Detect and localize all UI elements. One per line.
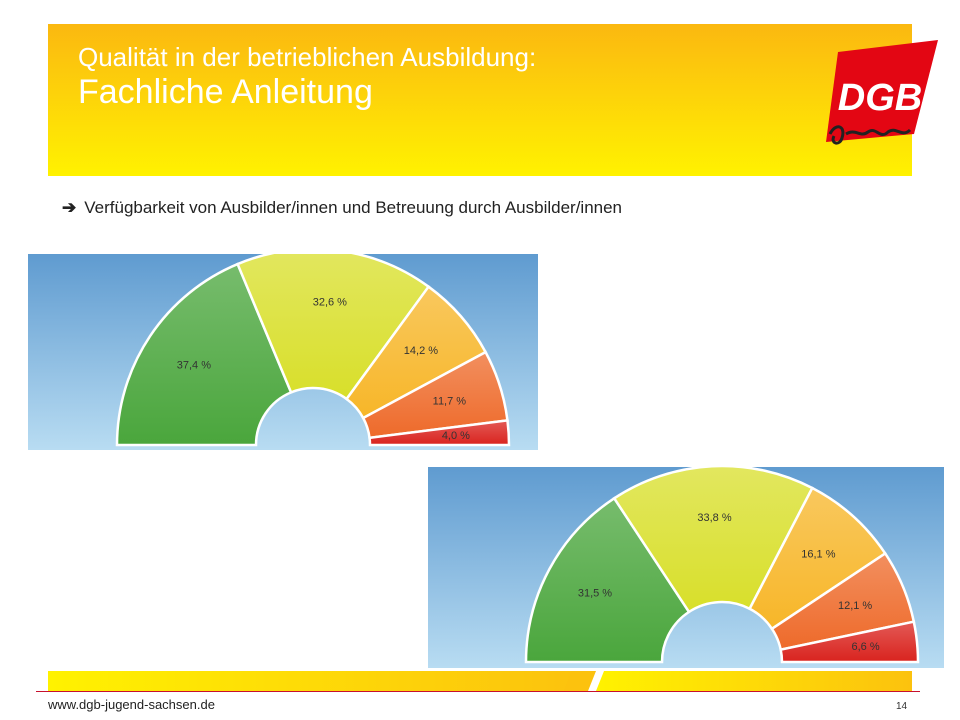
gauge-segment [368, 419, 511, 447]
gauge-chart-2-svg: 31,5 % 33,8 % 16,1 % 12,1 % 6,6 % [428, 467, 944, 668]
gauge-chart-1: 37,4 % 32,6 % 14,2 % 11,7 % 4,0 % [28, 254, 538, 450]
bullet-text: Verfügbarkeit von Ausbilder/innen und Be… [84, 198, 623, 217]
gauge-chart-2: 31,5 % 33,8 % 16,1 % 12,1 % 6,6 % [428, 467, 944, 668]
header-banner: Qualität in der betrieblichen Ausbildung… [48, 24, 938, 176]
gauge-segment-label: 37,4 % [177, 359, 211, 371]
footer-url: www.dgb-jugend-sachsen.de [48, 697, 215, 712]
gauge-segment [524, 496, 691, 664]
gauge-segment-label: 16,1 % [801, 548, 835, 560]
gauge-segment-label: 14,2 % [404, 345, 438, 357]
gauge-segment-label: 31,5 % [578, 587, 612, 599]
arrow-icon: ➔ [62, 198, 77, 217]
bullet-point: ➔ Verfügbarkeit von Ausbilder/innen und B… [62, 198, 622, 218]
svg-text:DGB: DGB [838, 77, 922, 119]
footer-divider [36, 691, 920, 692]
gauge-segment [779, 620, 920, 664]
gauge-segment-label: 6,6 % [851, 641, 879, 653]
gauge-segment-label: 32,6 % [313, 297, 347, 309]
gauge-segment-label: 11,7 % [433, 395, 467, 407]
dgb-jugend-logo: DGB [826, 40, 938, 145]
footer-band [48, 671, 912, 691]
gauge-segment [612, 467, 814, 614]
gauge-segment-label: 12,1 % [838, 600, 872, 612]
gauge-segment [236, 254, 431, 401]
page-title: Fachliche Anleitung [78, 73, 373, 111]
gauge-segment [115, 262, 293, 447]
gauge-chart-1-svg: 37,4 % 32,6 % 14,2 % 11,7 % 4,0 % [28, 254, 538, 450]
gauge-segment-label: 33,8 % [697, 512, 731, 524]
page-number: 14 [896, 701, 908, 712]
gauge-segment-label: 4,0 % [442, 430, 470, 442]
title-line-1: Qualität in der betrieblichen Ausbildung… [78, 42, 537, 72]
